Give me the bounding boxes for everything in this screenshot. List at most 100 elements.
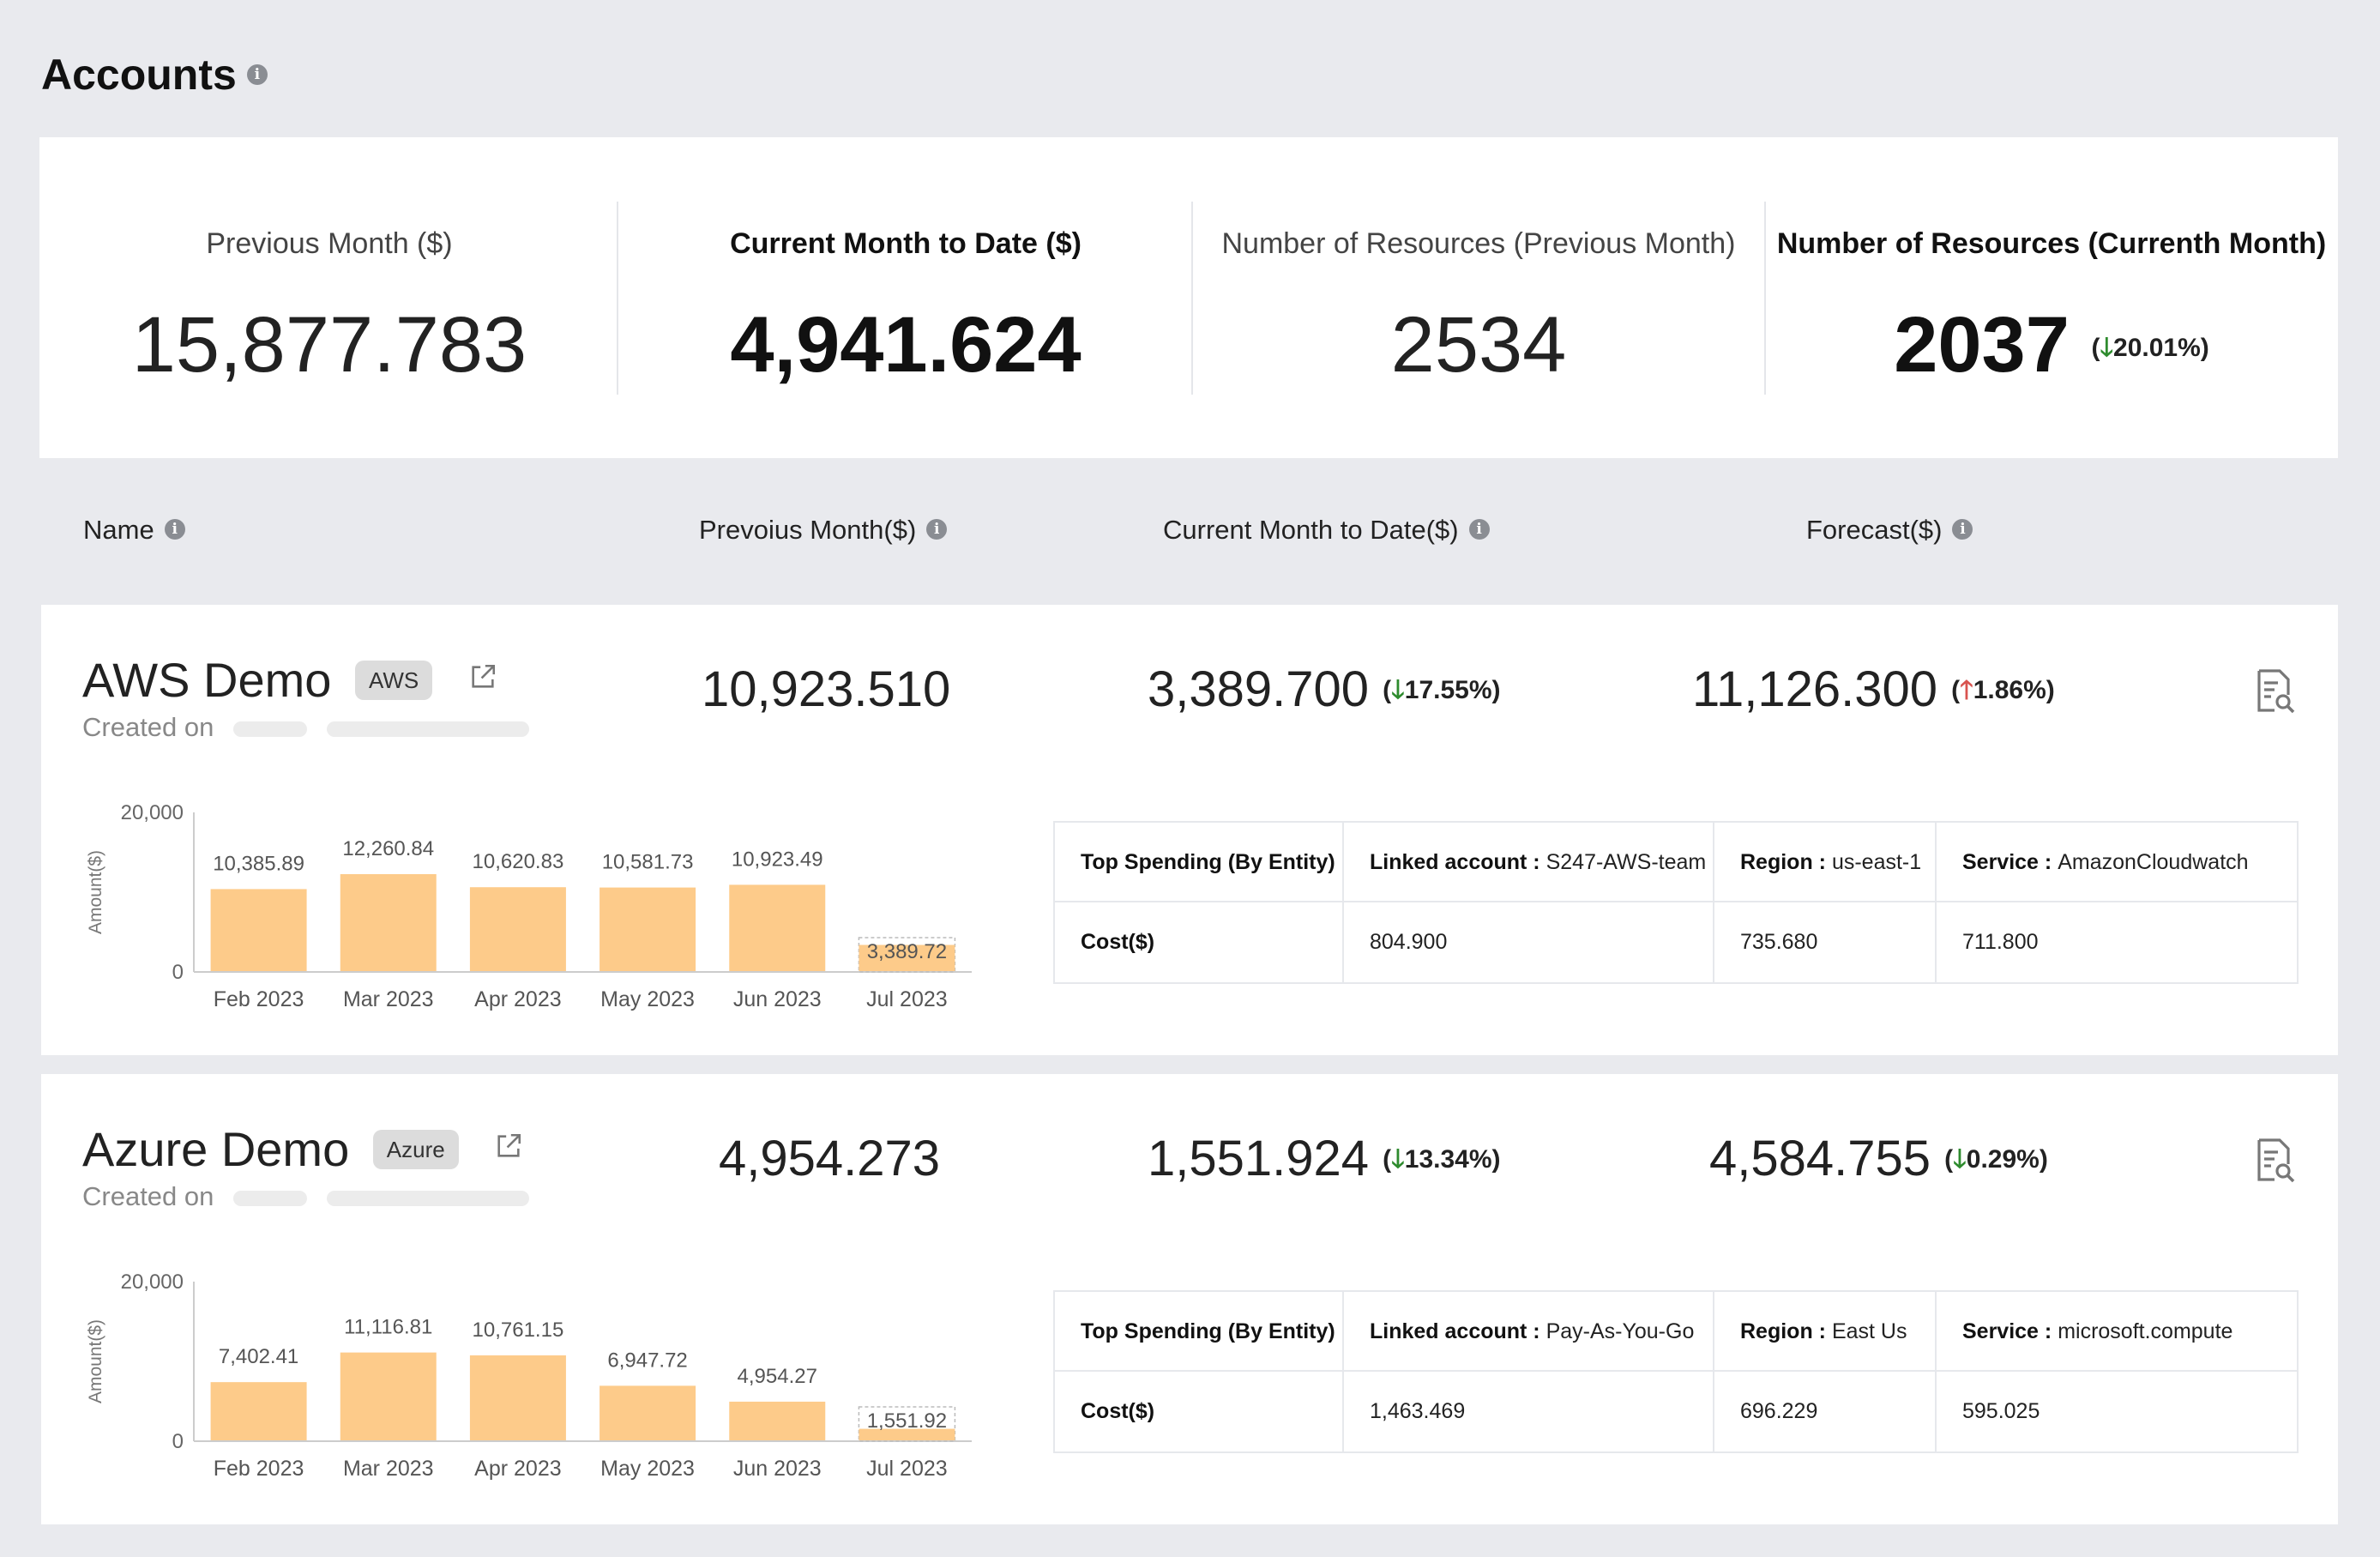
bar-chart: 20,000 0 Amount($) 7,402.41 Feb 2023 11,116.8… xyxy=(86,1270,972,1481)
page-title-text: Accounts xyxy=(41,51,237,99)
provider-badge: Azure xyxy=(372,1130,459,1169)
arrow-down-icon: 🡓 xyxy=(1391,1145,1405,1174)
summary-value: 15,877.783 xyxy=(131,301,527,389)
account-name[interactable]: AWS Demo xyxy=(82,653,332,707)
arrow-down-icon: 🡓 xyxy=(2100,334,2114,363)
info-icon[interactable] xyxy=(164,518,185,540)
bar-value-label: 10,385.89 xyxy=(213,852,304,875)
forecast-outline xyxy=(858,937,956,973)
table-header-value: us-east-1 xyxy=(1831,850,1922,874)
account-name[interactable]: Azure Demo xyxy=(82,1122,350,1176)
table-cell: Service : AmazonCloudwatch xyxy=(1937,823,2297,902)
summary-label: Previous Month ($) xyxy=(206,227,453,260)
table-header-row: Top Spending (By Entity) Linked account … xyxy=(1055,823,2297,902)
bar xyxy=(210,889,307,971)
table-header-key: Region : xyxy=(1740,1319,1826,1343)
y-axis-label: Amount($) xyxy=(86,850,105,934)
cell-value: 696.229 xyxy=(1740,1399,1818,1423)
bar-value-label: 10,581.73 xyxy=(602,851,694,874)
x-tick-label: Feb 2023 xyxy=(214,987,304,1011)
top-spending-table: Top Spending (By Entity) Linked account … xyxy=(1053,1290,2299,1453)
account-card: Azure Demo Azure Created on 4,954.273 1,… xyxy=(41,1074,2338,1524)
table-cell: Top Spending (By Entity) xyxy=(1055,823,1344,902)
account-name-row: AWS Demo AWS xyxy=(82,652,497,708)
cell-value: 595.025 xyxy=(1962,1399,2040,1423)
external-link-icon[interactable] xyxy=(494,1132,523,1161)
previous-month-value: 4,954.273 xyxy=(719,1131,941,1186)
table-cell: 735.680 xyxy=(1714,902,1937,982)
y-tick-label: 20,000 xyxy=(121,801,184,824)
table-header-key: Service : xyxy=(1962,850,2052,874)
table-cell: 1,463.469 xyxy=(1344,1372,1714,1451)
bar xyxy=(340,873,437,971)
table-cell: Region : us-east-1 xyxy=(1714,823,1937,902)
created-on-row: Created on xyxy=(82,712,529,743)
report-search-icon[interactable] xyxy=(2254,1138,2295,1183)
table-header-value: S247-AWS-team xyxy=(1545,850,1707,874)
x-tick-label: May 2023 xyxy=(600,1457,695,1481)
arrow-down-icon: 🡓 xyxy=(1391,676,1405,705)
table-header-value: Pay-As-You-Go xyxy=(1545,1319,1695,1343)
table-header-title: Top Spending (By Entity) xyxy=(1081,850,1335,874)
info-icon[interactable] xyxy=(246,63,268,85)
x-tick-label: Apr 2023 xyxy=(474,987,561,1011)
change-value: 20.01% xyxy=(2113,334,2201,363)
x-tick-label: Apr 2023 xyxy=(474,1457,561,1481)
table-header-row: Top Spending (By Entity) Linked account … xyxy=(1055,1292,2297,1372)
divider xyxy=(617,202,618,395)
arrow-down-icon: 🡓 xyxy=(1953,1145,1967,1174)
table-cell: Top Spending (By Entity) xyxy=(1055,1292,1344,1372)
arrow-up-icon: 🡑 xyxy=(1960,676,1973,705)
change-value: 1.86% xyxy=(1973,676,2046,705)
column-header-previous[interactable]: Prevoius Month($) xyxy=(699,515,948,546)
current-month-cell: 3,389.700 (🡓17.55%) xyxy=(1148,661,1501,718)
info-icon[interactable] xyxy=(926,518,948,540)
bar xyxy=(859,1428,955,1440)
change-value: 13.34% xyxy=(1404,1145,1492,1174)
summary-value: 2534 xyxy=(1390,301,1567,389)
cell-value: 1,463.469 xyxy=(1370,1399,1466,1423)
report-search-icon[interactable] xyxy=(2254,669,2295,714)
y-tick-label: 0 xyxy=(172,961,184,984)
bar-value-label: 12,260.84 xyxy=(342,837,434,860)
table-header-value: microsoft.compute xyxy=(2058,1319,2233,1343)
current-month-value: 1,551.924 xyxy=(1148,1131,1370,1186)
summary-previous-month: Previous Month ($) 15,877.783 xyxy=(39,137,619,458)
summary-label: Number of Resources (Currenth Month) xyxy=(1776,227,2327,260)
created-on-label: Created on xyxy=(82,712,214,742)
forecast-cell: 11,126.300 (🡑1.86%) xyxy=(1692,661,2055,718)
info-icon[interactable] xyxy=(1468,518,1490,540)
change-badge: (🡓0.29%) xyxy=(1944,1145,2048,1174)
info-icon[interactable] xyxy=(1952,518,1973,540)
forecast-outline xyxy=(858,1406,956,1442)
table-cell: 595.025 xyxy=(1937,1372,2297,1451)
bar xyxy=(340,1352,437,1440)
column-header-forecast[interactable]: Forecast($) xyxy=(1806,515,1973,546)
bar-value-label: 10,923.49 xyxy=(732,848,823,871)
column-label: Forecast($) xyxy=(1806,515,1943,545)
table-cell: Service : microsoft.compute xyxy=(1937,1292,2297,1372)
column-header-name[interactable]: Name xyxy=(83,515,185,546)
y-tick-label: 20,000 xyxy=(121,1270,184,1294)
table-header-value: AmazonCloudwatch xyxy=(2058,850,2249,874)
bar-value-label: 6,947.72 xyxy=(607,1349,687,1372)
row-label: Cost($) xyxy=(1081,1399,1155,1423)
x-tick-label: Jul 2023 xyxy=(866,987,948,1011)
column-header-current[interactable]: Current Month to Date($) xyxy=(1163,515,1490,546)
external-link-icon[interactable] xyxy=(468,662,497,691)
bar-value-label: 1,551.92 xyxy=(867,1409,947,1433)
skeleton-placeholder xyxy=(326,721,529,737)
change-badge: (🡑1.86%) xyxy=(1951,676,2055,705)
table-cell: Region : East Us xyxy=(1714,1292,1937,1372)
bar-value-label: 4,954.27 xyxy=(738,1365,817,1388)
bar xyxy=(469,1355,566,1440)
cell-value: 711.800 xyxy=(1962,930,2039,954)
bar xyxy=(600,1385,696,1440)
bar-value-label: 10,620.83 xyxy=(473,850,564,873)
forecast-value: 4,584.755 xyxy=(1709,1131,1931,1186)
divider xyxy=(1191,202,1193,395)
cell-value: 804.900 xyxy=(1370,930,1448,954)
page-title: Accounts xyxy=(41,50,268,100)
change-value: 0.29% xyxy=(1966,1145,2040,1174)
summary-value: 2037 xyxy=(1894,301,2070,389)
